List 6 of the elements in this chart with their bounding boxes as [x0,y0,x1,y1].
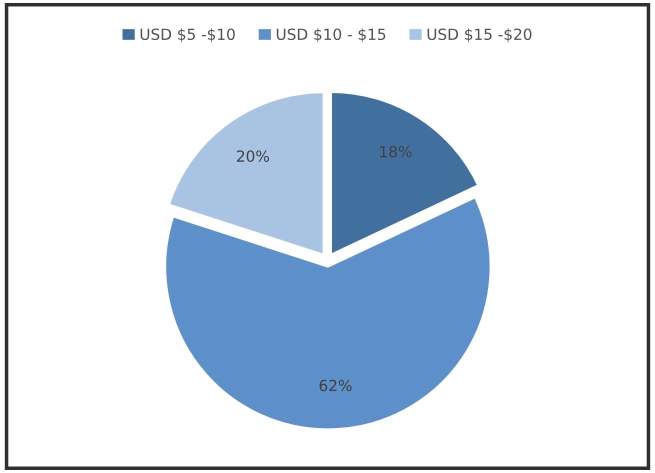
legend-label: USD $10 - $15 [276,28,386,42]
data-label: 18% [380,146,412,158]
legend-label: USD $5 -$10 [140,28,235,42]
data-label: 20% [237,150,270,162]
data-label: 62% [320,380,352,392]
legend-label: USD $15 -$20 [428,28,532,42]
